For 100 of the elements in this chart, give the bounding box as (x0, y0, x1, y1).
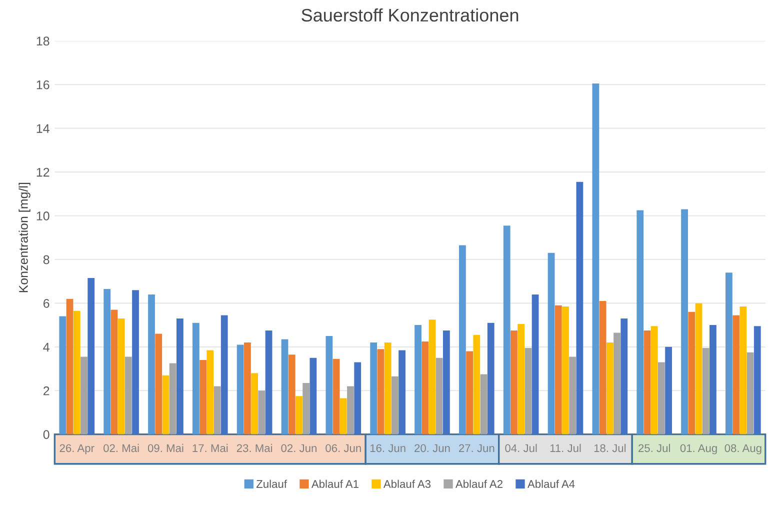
bar (88, 278, 95, 434)
bar (688, 312, 696, 434)
bar (614, 332, 620, 434)
bar (310, 358, 317, 434)
y-tick-label: 18 (36, 36, 50, 46)
bar (236, 344, 244, 434)
bar (118, 318, 125, 434)
bar (562, 306, 569, 434)
bar (176, 318, 184, 434)
x-tick-label: 27. Jun (458, 444, 494, 452)
x-tick-label: 02. Mai (104, 444, 139, 452)
bar (487, 322, 494, 434)
bar (370, 342, 378, 434)
y-tick-label: 10 (36, 212, 50, 220)
bar (458, 245, 466, 434)
bar (354, 362, 362, 434)
bar (347, 386, 354, 434)
x-tick-label: 26. Apr (60, 444, 94, 454)
x-tick-label: 06. Jun (326, 444, 361, 452)
bar (532, 294, 539, 434)
bar (592, 84, 600, 434)
legend-label: Zulauf (256, 480, 288, 488)
bar (473, 334, 480, 434)
bar (503, 226, 510, 434)
bar (740, 306, 747, 434)
bar (480, 374, 488, 434)
x-tick-label: 09. Mai (148, 444, 184, 452)
bar (73, 310, 80, 434)
x-tick-label: 20. Jun (414, 444, 450, 452)
x-tick-label: 23. Mai (236, 444, 272, 452)
bar (569, 356, 576, 434)
bar (206, 350, 214, 434)
bar (340, 398, 347, 434)
legend-label: Ablauf A4 (528, 480, 575, 488)
bar (377, 349, 384, 434)
bar (620, 318, 628, 434)
bar (754, 326, 761, 434)
y-tick-label: 16 (36, 80, 50, 90)
legend-label: Ablauf A1 (311, 480, 358, 488)
bar (200, 360, 206, 434)
bar (636, 210, 644, 434)
chart-title: Sauerstoff Konzentrationen (302, 8, 518, 22)
bar (302, 382, 310, 434)
bar (599, 301, 606, 434)
bar (606, 342, 614, 434)
bar (124, 356, 132, 434)
bar (665, 346, 672, 434)
bar (695, 303, 702, 434)
bar (244, 342, 251, 434)
bar (192, 322, 200, 434)
bar (414, 325, 422, 434)
bar (220, 315, 228, 434)
bar (391, 376, 398, 434)
bar (384, 342, 392, 434)
bar (288, 354, 296, 434)
bar (548, 252, 555, 434)
x-tick-label: 01. Aug (680, 444, 717, 454)
bar (104, 288, 111, 434)
bar (510, 330, 518, 434)
bar (466, 351, 473, 434)
x-tick-label: 25. Jul (638, 444, 670, 452)
x-tick-label: 16. Jun (370, 444, 406, 452)
bar (732, 315, 740, 434)
bar (162, 375, 170, 434)
bar (746, 352, 754, 434)
bar (702, 348, 710, 434)
x-tick-label: 18. Jul (594, 444, 626, 452)
bar (436, 358, 443, 434)
bar (80, 356, 88, 434)
bar (681, 209, 688, 434)
bar (251, 373, 258, 434)
x-tick-label: 04. Jul (505, 444, 537, 452)
bar (214, 386, 221, 434)
bar (148, 294, 155, 434)
bar (296, 396, 302, 434)
bar (726, 272, 732, 434)
bar (428, 320, 436, 434)
y-axis-title: Konzentration [mg/l] (18, 182, 30, 292)
x-tick-label: 08. Aug (724, 444, 762, 454)
bar (258, 390, 266, 434)
bar (524, 348, 532, 434)
bar (169, 363, 176, 434)
x-tick-label: 11. Jul (550, 444, 581, 452)
bar (326, 336, 333, 434)
bar (650, 326, 658, 434)
x-tick-label: 02. Jun (281, 444, 316, 452)
y-tick-label: 8 (43, 255, 50, 264)
y-tick-label: 6 (43, 298, 50, 308)
bar (554, 305, 562, 434)
bar (132, 290, 139, 434)
legend-label: Ablauf A2 (455, 480, 502, 488)
bar (110, 310, 118, 434)
bar (658, 362, 665, 434)
x-tick-label: 17. Mai (192, 444, 228, 452)
legend-label: Ablauf A3 (383, 480, 431, 488)
y-tick-label: 14 (36, 124, 50, 133)
bar (281, 339, 288, 434)
bar (710, 325, 716, 434)
bar (265, 330, 272, 434)
bar (59, 316, 66, 434)
